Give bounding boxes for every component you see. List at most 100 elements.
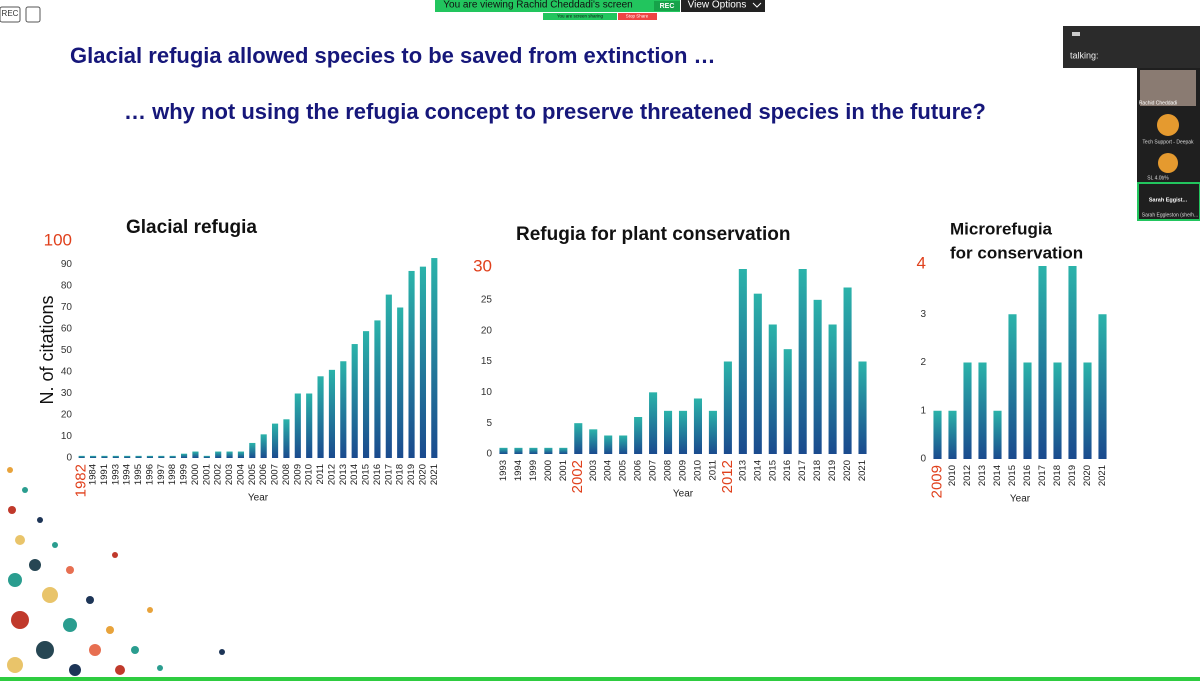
participant: Sarah Eggist... [1149,197,1188,203]
bar [89,455,97,458]
y-max-label: 4 [917,253,926,272]
y-tick-label: 40 [61,367,73,378]
x-tick-label: 2021 [429,464,440,485]
x-tick-label: 2002 [213,464,224,485]
bar [158,455,165,458]
y-tick-label: 10 [61,431,73,442]
x-tick-label: 2017 [797,460,808,481]
x-tick-label: 2012 [962,465,973,486]
x-tick-label: 2012 [719,460,736,493]
bar [362,331,370,458]
x-tick-label: 2019 [1067,465,1078,486]
chart-title: Microrefugia [950,219,1053,238]
bar [828,324,837,454]
slide-subtitle: … why not using the refugia concept to p… [124,99,986,124]
x-tick-label: 2012 [326,464,337,485]
x-tick-label: 1999 [528,460,539,481]
stop-share-box[interactable] [618,13,657,20]
x-tick-label: 1982 [73,464,90,497]
bar [192,451,199,458]
x-tick-label: 1998 [167,464,178,485]
bar [101,455,108,458]
x-tick-label: 2009 [678,460,689,481]
participant: SL 4.0b% [1147,175,1169,181]
bar [843,287,852,454]
bar [374,320,381,458]
bar [783,349,792,454]
y-tick-label: 30 [61,388,73,399]
chart-title: Refugia for plant conservation [516,224,790,245]
bar [1008,314,1017,459]
participant: Tech Support - Deepak [1142,139,1194,145]
x-tick-label: 2013 [737,460,748,481]
x-tick-label: 2016 [372,464,383,485]
bar [260,434,267,458]
avatar [1158,153,1178,173]
rec-badge-box [654,1,680,11]
sharing: You are screen sharing [557,14,604,19]
chevron [752,2,762,8]
bar [419,266,427,458]
x-tick-label: 2010 [304,464,315,485]
rec-badge: REC [660,3,675,10]
bar [351,344,358,458]
x-tick-label: 1999 [179,464,190,485]
y-tick-label: 1 [920,405,926,416]
sharing-box [543,13,617,20]
x-tick-label: 2004 [235,464,246,485]
x-tick-label: 2013 [977,465,988,486]
x-tick-label: 2020 [417,464,428,485]
y-tick-label: 5 [486,418,492,429]
x-tick-label: 1994 [513,460,524,481]
bar [1023,362,1032,459]
bar [664,410,673,454]
x-tick-label: 2014 [752,460,763,481]
y-tick-label: 0 [486,449,492,460]
x-tick-label: 2006 [633,460,644,481]
bar [753,293,762,454]
bar [306,393,313,458]
bar [317,376,324,458]
bar [963,362,972,459]
x-tick-label: 2018 [1052,465,1063,486]
view-options-box[interactable] [681,0,765,12]
y-tick-label: 60 [61,324,73,335]
chart-title: for conservation [950,243,1083,262]
x-tick-label: 2010 [692,460,703,481]
x-tick-label: 2018 [812,460,823,481]
x-tick-label: 2011 [315,464,326,484]
bar [169,455,176,458]
video-tile [1140,70,1196,106]
panel-icon [1072,32,1080,36]
bar [340,361,347,458]
bar [408,270,415,458]
bar [180,453,188,458]
x-axis-label: Year [673,489,694,500]
x-tick-label: 1997 [156,464,167,485]
bar [283,419,290,458]
x-tick-label: 1993 [110,464,121,485]
x-tick-label: 2000 [190,464,201,485]
x-tick-label: 2017 [1037,465,1048,486]
bar [1053,362,1062,459]
bar [948,410,957,459]
mosaic [7,467,225,676]
x-tick-label: 2014 [349,464,360,485]
stop-share[interactable]: Stop Share [626,14,649,19]
bar [385,294,392,458]
x-tick-label: 2016 [1022,465,1033,486]
x-tick-label: 2016 [782,460,793,481]
x-tick-label: 2018 [395,464,406,485]
y-tick-label: 0 [920,454,926,465]
y-tick-label: 10 [481,387,493,398]
view-options[interactable]: View Options [688,0,747,11]
bar [146,455,154,458]
talking: talking: [1070,50,1099,60]
x-tick-label: 2011 [707,460,718,480]
y-tick-label: 20 [481,325,493,336]
layout-button[interactable] [25,6,41,23]
y-tick-label: 50 [61,345,73,356]
bar [431,258,438,458]
x-tick-label: 2015 [1007,465,1018,486]
bar [978,362,987,459]
